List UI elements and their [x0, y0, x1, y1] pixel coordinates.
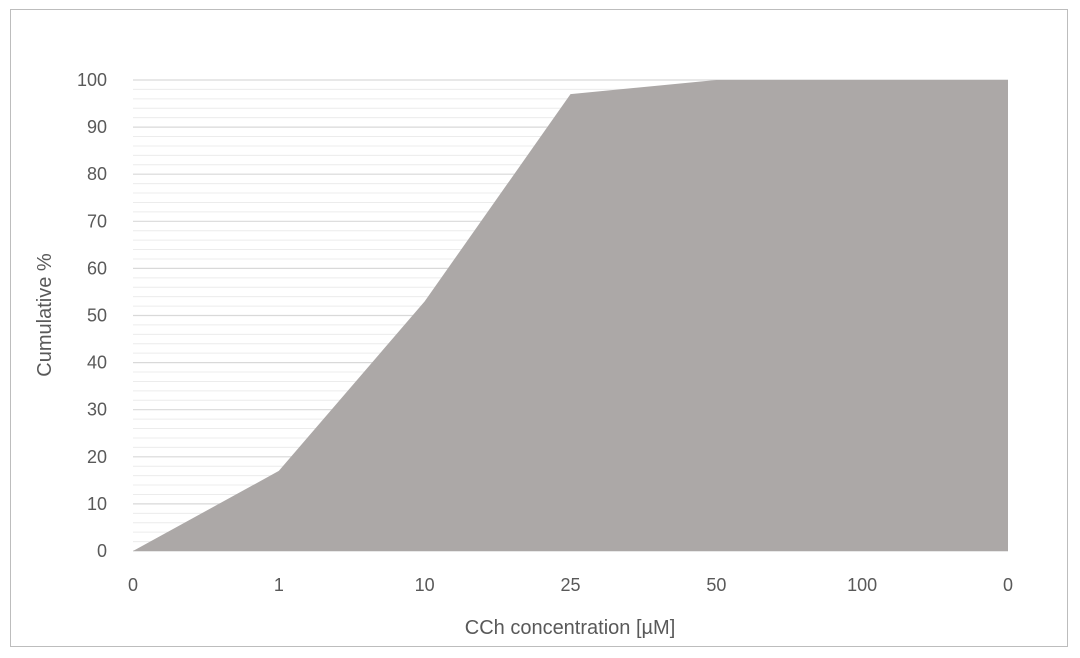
x-tick-label: 25 [560, 575, 580, 595]
y-tick-label: 100 [77, 70, 107, 90]
x-tick-label: 100 [847, 575, 877, 595]
series-area [133, 80, 1008, 551]
y-tick-label: 0 [97, 541, 107, 561]
y-tick-label: 30 [87, 400, 107, 420]
y-tick-label: 20 [87, 447, 107, 467]
series-area-layer [133, 80, 1008, 551]
x-tick-label: 1 [274, 575, 284, 595]
y-axis-tick-labels: 0 10 20 30 40 50 60 70 80 90 100 [77, 70, 107, 561]
x-axis-tick-labels: 0 1 10 25 50 100 0 [128, 575, 1013, 595]
x-axis-title: CCh concentration [µM] [465, 617, 676, 639]
y-tick-label: 40 [87, 353, 107, 373]
x-tick-label: 0 [1003, 575, 1013, 595]
y-tick-label: 90 [87, 117, 107, 137]
y-tick-label: 80 [87, 164, 107, 184]
x-tick-label: 0 [128, 575, 138, 595]
y-tick-label: 60 [87, 258, 107, 278]
y-tick-label: 50 [87, 306, 107, 326]
y-tick-label: 70 [87, 211, 107, 231]
x-tick-label: 10 [415, 575, 435, 595]
y-tick-label: 10 [87, 494, 107, 514]
x-tick-label: 50 [706, 575, 726, 595]
y-axis-title: Cumulative % [34, 253, 56, 377]
